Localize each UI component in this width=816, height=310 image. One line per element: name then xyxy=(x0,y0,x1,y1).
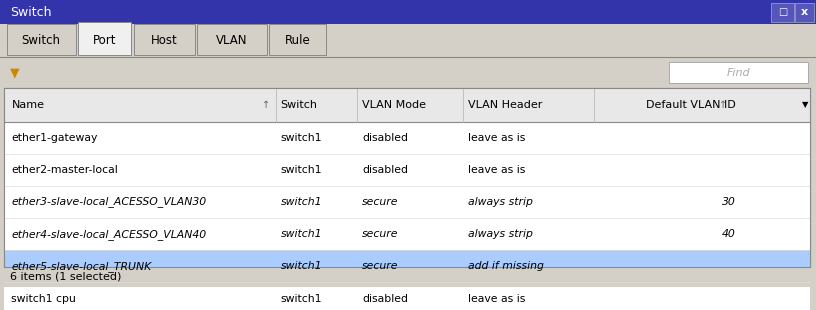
Text: secure: secure xyxy=(362,261,399,271)
Text: VLAN: VLAN xyxy=(216,34,248,47)
Text: Name: Name xyxy=(11,100,44,110)
Text: ether1-gateway: ether1-gateway xyxy=(11,133,98,143)
Text: 6 items (1 selected): 6 items (1 selected) xyxy=(10,272,121,282)
Text: 40: 40 xyxy=(722,229,736,239)
Text: ↑: ↑ xyxy=(719,100,727,110)
Text: leave as is: leave as is xyxy=(468,165,526,175)
Text: add if missing: add if missing xyxy=(468,261,544,271)
Text: 30: 30 xyxy=(722,197,736,207)
FancyBboxPatch shape xyxy=(0,24,816,57)
Text: Port: Port xyxy=(93,34,117,47)
Text: Rule: Rule xyxy=(285,34,311,47)
Text: ▼: ▼ xyxy=(10,66,20,79)
Text: Switch: Switch xyxy=(281,100,317,110)
Text: x: x xyxy=(801,7,808,17)
Text: ether5-slave-local_TRUNK: ether5-slave-local_TRUNK xyxy=(11,261,152,272)
Text: switch1: switch1 xyxy=(281,197,322,207)
FancyBboxPatch shape xyxy=(4,122,810,154)
FancyBboxPatch shape xyxy=(771,3,794,22)
FancyBboxPatch shape xyxy=(134,24,195,55)
Text: switch1: switch1 xyxy=(281,133,322,143)
FancyBboxPatch shape xyxy=(0,57,816,88)
Text: secure: secure xyxy=(362,197,399,207)
Text: switch1: switch1 xyxy=(281,261,322,271)
Text: switch1: switch1 xyxy=(281,294,322,303)
Text: leave as is: leave as is xyxy=(468,294,526,303)
FancyBboxPatch shape xyxy=(7,24,76,55)
Text: always strip: always strip xyxy=(468,229,534,239)
Text: Find: Find xyxy=(727,68,750,78)
Text: Host: Host xyxy=(151,34,178,47)
Text: leave as is: leave as is xyxy=(468,133,526,143)
Text: VLAN Header: VLAN Header xyxy=(468,100,543,110)
Text: VLAN Mode: VLAN Mode xyxy=(362,100,426,110)
FancyBboxPatch shape xyxy=(795,3,814,22)
Text: always strip: always strip xyxy=(468,197,534,207)
Text: ↑: ↑ xyxy=(262,100,270,110)
Text: ether4-slave-local_ACESSO_VLAN40: ether4-slave-local_ACESSO_VLAN40 xyxy=(11,229,206,240)
Text: □: □ xyxy=(778,7,787,17)
FancyBboxPatch shape xyxy=(197,24,267,55)
Text: switch1: switch1 xyxy=(281,229,322,239)
FancyBboxPatch shape xyxy=(0,267,816,287)
FancyBboxPatch shape xyxy=(4,88,810,267)
Text: Default VLAN ID: Default VLAN ID xyxy=(646,100,736,110)
Text: secure: secure xyxy=(362,229,399,239)
FancyBboxPatch shape xyxy=(4,218,810,250)
FancyBboxPatch shape xyxy=(4,88,810,122)
Text: Switch: Switch xyxy=(22,34,60,47)
Text: ether3-slave-local_ACESSO_VLAN30: ether3-slave-local_ACESSO_VLAN30 xyxy=(11,197,206,207)
FancyBboxPatch shape xyxy=(4,186,810,218)
FancyBboxPatch shape xyxy=(0,0,816,24)
Text: switch1 cpu: switch1 cpu xyxy=(11,294,77,303)
Text: disabled: disabled xyxy=(362,165,408,175)
FancyBboxPatch shape xyxy=(269,24,326,55)
FancyBboxPatch shape xyxy=(669,62,808,83)
FancyBboxPatch shape xyxy=(4,154,810,186)
Text: ▼: ▼ xyxy=(802,100,809,109)
Text: disabled: disabled xyxy=(362,133,408,143)
FancyBboxPatch shape xyxy=(4,282,810,310)
Text: disabled: disabled xyxy=(362,294,408,303)
Text: Switch: Switch xyxy=(10,6,51,19)
Text: ether2-master-local: ether2-master-local xyxy=(11,165,118,175)
FancyBboxPatch shape xyxy=(4,250,810,282)
FancyBboxPatch shape xyxy=(78,22,131,55)
Text: switch1: switch1 xyxy=(281,165,322,175)
